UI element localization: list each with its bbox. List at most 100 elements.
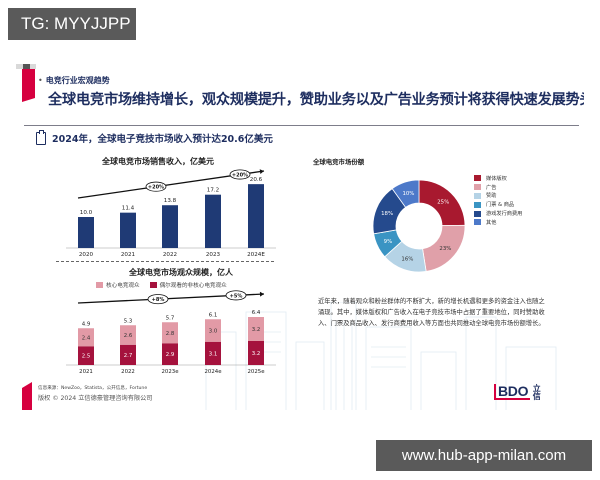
svg-text:2.7: 2.7 [124,353,133,359]
svg-text:10%: 10% [402,191,414,197]
svg-text:16%: 16% [401,257,413,263]
svg-text:2022: 2022 [121,369,135,375]
legend-swatch [474,219,481,226]
legend-swatch [474,210,481,217]
svg-text:2020: 2020 [79,252,94,258]
svg-text:2.6: 2.6 [124,333,133,339]
market-share-legend: 媒体版权广告赞助门票 & 商品游戏发行商费用 其他 [474,174,522,227]
svg-text:+8%: +8% [152,297,165,303]
title-divider [24,125,579,126]
data-source: 信息来源：NewZoo，Statista，公开信息，Fortune [38,386,148,391]
legend-swatch-core [96,282,103,288]
legend-label-casual: 偶尔观看的非核心电竞观众 [159,283,227,289]
svg-text:2024e: 2024e [204,369,222,375]
legend-label: 广告 [486,184,497,191]
audience-bar-segment [78,328,94,347]
revenue-bar [78,217,94,248]
svg-text:5.3: 5.3 [124,318,133,324]
svg-text:18%: 18% [381,211,393,217]
red-ribbon-decoration [22,69,35,102]
legend-label-core: 核心电竞观众 [106,283,140,289]
growth-badge [145,181,167,192]
svg-text:2.5: 2.5 [82,354,91,360]
legend-item-casual: 偶尔观看的非核心电竞观众 [149,281,227,289]
bdo-logo-text: BDO [494,384,531,400]
audience-bar-segment [120,325,136,345]
svg-text:11.4: 11.4 [122,206,135,212]
legend-item: 游戏发行商费用 [474,209,522,218]
legend-label: 赞助 [486,193,497,200]
revenue-chart-title: 全球电竞市场销售收入，亿美元 [102,157,214,166]
svg-text:6.4: 6.4 [252,310,261,316]
svg-text:4.9: 4.9 [82,321,91,327]
url-watermark-badge: www.hub-app-milan.com [376,440,592,471]
legend-item: 广告 [474,183,522,192]
legend-item: 赞助 [474,192,522,201]
legend-label: 媒体版权 [486,175,507,182]
revenue-bar [162,205,178,248]
audience-bar-segment [205,319,221,342]
legend-item: 门票 & 商品 [474,200,522,209]
svg-text:+5%: +5% [230,293,243,299]
legend-label: 门票 & 商品 [486,202,515,209]
audience-bar-segment [78,346,94,365]
legend-swatch [474,192,481,199]
revenue-bar [248,184,264,248]
revenue-bar [205,194,221,248]
growth-badge [147,294,169,305]
audience-bar-segment [248,317,264,341]
legend-label: 游戏发行商费用 [486,211,523,218]
legend-label: 其他 [486,219,497,226]
svg-text:3.2: 3.2 [252,327,261,333]
svg-text:2025e: 2025e [247,369,265,375]
market-share-chart-title: 全球电竞市场份额 [313,158,365,166]
svg-text:2021: 2021 [79,369,93,375]
tg-watermark-badge: TG: MYYJJPP [8,8,136,40]
svg-text:9%: 9% [384,239,393,245]
audience-stacked-bar-chart: 2.5 2.4 4.9 2021 2.7 2.6 5.3 2022 2.9 2.8 5.7 2023e… [66,290,276,375]
page-title: 全球电竞市场维持增长，观众规模提升，赞助业务以及广告业务预计将获得快速发展势头 [48,92,584,108]
audience-bar-segment [120,344,136,365]
svg-text:+20%: +20% [148,185,164,191]
svg-text:2.4: 2.4 [82,335,91,341]
audience-bar-segment [205,341,221,365]
audience-bar-segment [162,343,178,365]
svg-text:2024E: 2024E [247,252,265,258]
svg-text:3.0: 3.0 [209,329,218,335]
svg-text:2022: 2022 [163,252,177,258]
legend-item-core: 核心电竞观众 [96,281,140,289]
growth-badge [225,290,247,301]
legend-swatch [474,201,481,208]
bdo-logo: BDO 立信 [494,384,542,400]
svg-text:23%: 23% [439,246,451,252]
donut-slice [391,179,420,208]
summary-row: 2024年，全球电子竞技市场收入预计达20.6亿美元 [36,129,273,145]
section-label: 电竞行业宏观趋势 [38,75,110,86]
svg-text:6.1: 6.1 [209,312,218,318]
growth-badge [229,169,251,180]
footer-red-decoration [22,382,32,410]
svg-text:3.2: 3.2 [252,351,261,357]
clipboard-icon [36,129,46,145]
svg-text:10.0: 10.0 [80,210,93,216]
audience-bar-segment [248,341,264,365]
legend-swatch [474,175,481,182]
svg-text:17.2: 17.2 [207,188,219,194]
svg-text:2.9: 2.9 [166,352,175,358]
svg-text:5.7: 5.7 [166,315,175,321]
svg-text:+20%: +20% [232,172,248,178]
report-slide: 电竞行业宏观趋势 全球电竞市场维持增长，观众规模提升，赞助业务以及广告业务预计将… [16,62,584,410]
svg-text:2023e: 2023e [161,369,179,375]
svg-text:25%: 25% [437,199,449,205]
bdo-logo-cn: 立信 [532,384,542,400]
audience-bar-segment [162,322,178,344]
legend-item: 其他 [474,218,522,227]
legend-swatch [474,184,481,191]
city-skyline-background [205,302,557,410]
header-tab-mark [23,64,30,69]
legend-item: 媒体版权 [474,174,522,183]
chart-divider [56,261,274,262]
copyright-text: 版权 © 2024 立信德豪管理咨询有限公司 [38,395,153,402]
svg-text:2021: 2021 [121,252,136,258]
revenue-bar [120,212,136,248]
